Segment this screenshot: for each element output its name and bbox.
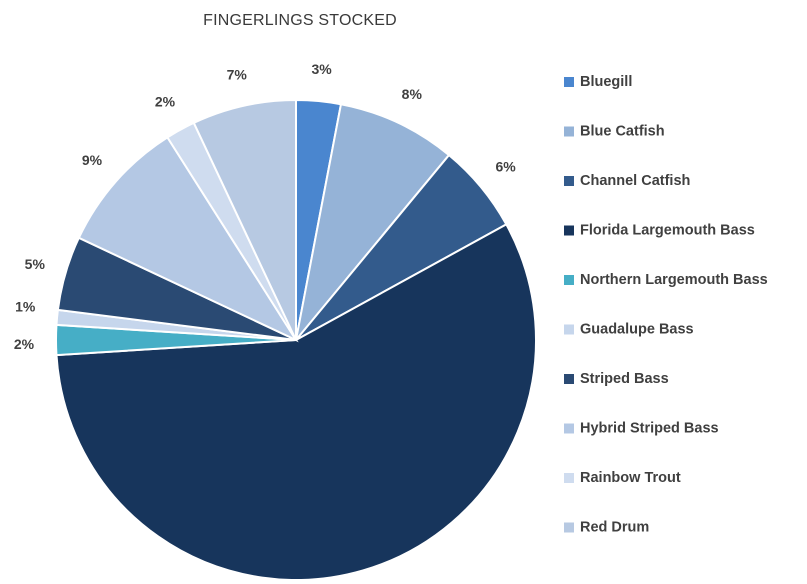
legend-swatch-northern-largemouth-bass: [564, 275, 574, 285]
legend-label-striped-bass: Striped Bass: [580, 371, 669, 387]
pie-data-labels: 3%8%6%57%2%1%5%9%2%7%: [14, 61, 516, 352]
pie-slice-blue-catfish: [295, 103, 451, 341]
data-label-blue-catfish: 8%: [402, 86, 423, 102]
data-label-bluegill: 3%: [311, 61, 332, 77]
data-label-rainbow-trout: 2%: [155, 94, 176, 110]
pie-slice-red-drum: [192, 98, 297, 341]
data-label-channel-catfish: 6%: [495, 159, 516, 175]
legend-label-hybrid-striped-bass: Hybrid Striped Bass: [580, 421, 719, 437]
data-label-northern-largemouth-bass: 2%: [14, 336, 35, 352]
legend-swatch-blue-catfish: [564, 126, 574, 137]
legend-swatch-striped-bass: [564, 374, 574, 384]
data-label-red-drum: 7%: [227, 67, 248, 83]
pie-slice-hybrid-striped-bass: [77, 135, 299, 343]
legend-swatch-bluegill: [564, 77, 574, 87]
legend-label-northern-largemouth-bass: Northern Largemouth Bass: [580, 272, 768, 288]
legend-swatch-guadalupe-bass: [564, 324, 574, 335]
data-label-hybrid-striped-bass: 9%: [82, 152, 103, 168]
data-label-striped-bass: 5%: [25, 256, 46, 272]
data-label-guadalupe-bass: 1%: [15, 298, 36, 314]
legend-label-channel-catfish: Channel Catfish: [580, 173, 690, 189]
legend-label-rainbow-trout: Rainbow Trout: [580, 470, 681, 486]
legend-label-red-drum: Red Drum: [580, 520, 649, 536]
legend-label-guadalupe-bass: Guadalupe Bass: [580, 322, 694, 338]
pie-slices: [54, 98, 537, 581]
legend-swatch-rainbow-trout: [564, 473, 574, 483]
pie-slice-florida-largemouth-bass: [55, 223, 537, 581]
legend: Bluegill Blue Catfish Channel Catfish Flori…: [564, 74, 768, 536]
chart-title: FINGERLINGS STOCKED: [203, 12, 397, 29]
legend-swatch-hybrid-striped-bass: [564, 423, 574, 434]
legend-swatch-channel-catfish: [564, 176, 574, 186]
legend-swatch-florida-largemouth-bass: [564, 225, 574, 236]
legend-swatch-red-drum: [564, 522, 574, 533]
legend-label-blue-catfish: Blue Catfish: [580, 124, 665, 140]
legend-label-florida-largemouth-bass: Florida Largemouth Bass: [580, 223, 755, 239]
legend-label-bluegill: Bluegill: [580, 74, 632, 90]
